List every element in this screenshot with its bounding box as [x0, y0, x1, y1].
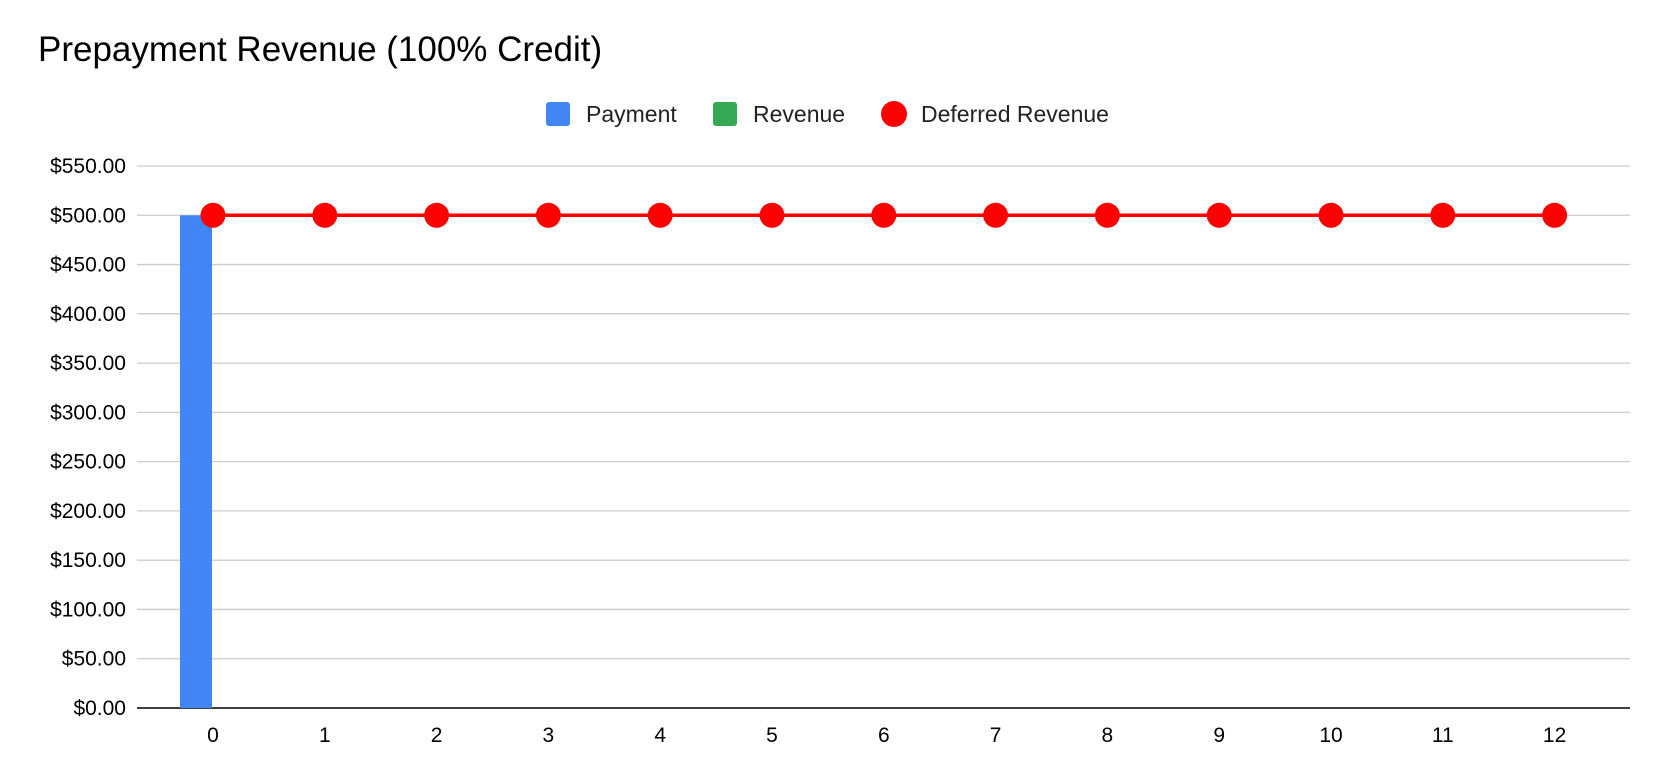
y-tick-label: $0.00 — [73, 697, 126, 720]
legend-marker-deferred-revenue — [881, 101, 907, 127]
x-tick-label: 11 — [1432, 724, 1454, 747]
x-tick-label: 5 — [766, 724, 778, 747]
y-tick-label: $450.00 — [50, 254, 126, 277]
point-deferred-revenue — [1094, 202, 1120, 228]
point-deferred-revenue — [759, 202, 785, 228]
point-deferred-revenue — [871, 202, 897, 228]
y-tick-label: $250.00 — [50, 451, 126, 474]
legend-label-revenue: Revenue — [753, 100, 846, 127]
legend-label-deferred-revenue: Deferred Revenue — [921, 100, 1109, 127]
x-tick-label: 6 — [878, 724, 890, 747]
x-tick-label: 7 — [990, 724, 1002, 747]
x-tick-label: 0 — [207, 724, 219, 747]
legend: Payment Revenue Deferred Revenue — [0, 96, 1662, 132]
x-tick-label: 3 — [543, 724, 555, 747]
point-deferred-revenue — [1542, 202, 1568, 228]
legend-label-payment: Payment — [586, 100, 677, 127]
y-tick-label: $500.00 — [50, 204, 126, 227]
point-deferred-revenue — [424, 202, 450, 228]
point-deferred-revenue — [200, 202, 226, 228]
point-deferred-revenue — [1206, 202, 1232, 228]
point-deferred-revenue — [535, 202, 561, 228]
point-deferred-revenue — [1430, 202, 1456, 228]
legend-item-payment: Payment — [546, 96, 677, 132]
legend-swatch-revenue — [713, 102, 737, 126]
point-deferred-revenue — [647, 202, 673, 228]
point-deferred-revenue — [312, 202, 338, 228]
point-deferred-revenue — [983, 202, 1009, 228]
x-tick-label: 1 — [319, 724, 331, 747]
x-tick-label: 10 — [1319, 724, 1342, 747]
y-tick-label: $100.00 — [50, 598, 126, 621]
chart-title: Prepayment Revenue (100% Credit) — [38, 30, 603, 69]
y-tick-label: $400.00 — [50, 303, 126, 326]
y-tick-label: $50.00 — [62, 648, 126, 671]
y-tick-label: $200.00 — [50, 500, 126, 523]
point-deferred-revenue — [1318, 202, 1344, 228]
y-tick-label: $150.00 — [50, 549, 126, 572]
y-tick-label: $350.00 — [50, 352, 126, 375]
legend-swatch-payment — [546, 102, 570, 126]
legend-item-revenue: Revenue — [713, 96, 845, 132]
x-tick-label: 12 — [1543, 724, 1566, 747]
x-tick-label: 9 — [1213, 724, 1225, 747]
y-tick-label: $550.00 — [50, 155, 126, 178]
y-tick-label: $300.00 — [50, 401, 126, 424]
legend-item-deferred-revenue: Deferred Revenue — [881, 96, 1109, 132]
x-tick-label: 4 — [654, 724, 666, 747]
x-tick-label: 8 — [1102, 724, 1114, 747]
x-tick-label: 2 — [431, 724, 443, 747]
bar-payment — [180, 215, 212, 709]
